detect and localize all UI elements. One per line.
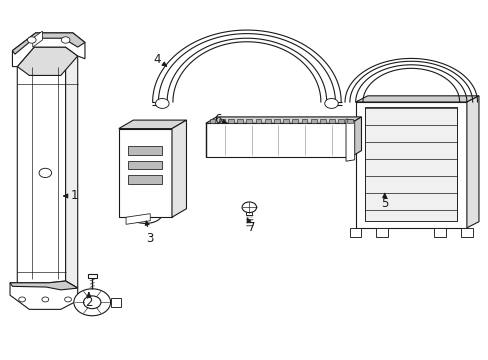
Circle shape bbox=[64, 297, 71, 302]
Polygon shape bbox=[460, 228, 472, 237]
Polygon shape bbox=[237, 119, 243, 123]
Polygon shape bbox=[301, 119, 307, 123]
Text: 7: 7 bbox=[247, 218, 255, 234]
Polygon shape bbox=[350, 117, 361, 157]
Text: 1: 1 bbox=[64, 189, 78, 202]
Polygon shape bbox=[283, 119, 288, 123]
Polygon shape bbox=[347, 119, 352, 123]
Polygon shape bbox=[119, 120, 186, 129]
Polygon shape bbox=[128, 146, 162, 155]
Polygon shape bbox=[255, 119, 261, 123]
Circle shape bbox=[27, 37, 36, 43]
Polygon shape bbox=[205, 123, 350, 157]
Polygon shape bbox=[172, 120, 186, 217]
Circle shape bbox=[155, 99, 169, 108]
Polygon shape bbox=[310, 119, 316, 123]
Polygon shape bbox=[328, 119, 334, 123]
Polygon shape bbox=[88, 274, 96, 278]
Text: 2: 2 bbox=[85, 293, 92, 309]
Polygon shape bbox=[355, 102, 466, 228]
Polygon shape bbox=[33, 31, 42, 47]
Polygon shape bbox=[349, 228, 361, 237]
Polygon shape bbox=[246, 207, 252, 215]
Polygon shape bbox=[110, 298, 121, 306]
Polygon shape bbox=[10, 281, 78, 290]
Polygon shape bbox=[292, 119, 298, 123]
Polygon shape bbox=[128, 175, 162, 184]
Circle shape bbox=[83, 296, 101, 309]
Polygon shape bbox=[365, 107, 456, 221]
Circle shape bbox=[42, 297, 49, 302]
Polygon shape bbox=[346, 119, 354, 161]
Circle shape bbox=[74, 289, 110, 316]
Polygon shape bbox=[227, 119, 233, 123]
Circle shape bbox=[61, 37, 70, 43]
Polygon shape bbox=[126, 214, 150, 224]
Circle shape bbox=[19, 297, 25, 302]
Polygon shape bbox=[12, 33, 85, 67]
Polygon shape bbox=[10, 281, 78, 309]
Polygon shape bbox=[205, 117, 361, 123]
Polygon shape bbox=[219, 119, 224, 123]
Polygon shape bbox=[119, 129, 172, 217]
Polygon shape bbox=[12, 33, 85, 54]
Polygon shape bbox=[273, 119, 279, 123]
Polygon shape bbox=[17, 47, 65, 295]
Text: 5: 5 bbox=[380, 193, 387, 210]
Polygon shape bbox=[65, 47, 78, 288]
Polygon shape bbox=[17, 47, 78, 76]
Polygon shape bbox=[376, 228, 387, 237]
Text: 6: 6 bbox=[214, 113, 226, 126]
Polygon shape bbox=[264, 119, 270, 123]
Polygon shape bbox=[466, 96, 478, 228]
Polygon shape bbox=[434, 228, 445, 237]
Polygon shape bbox=[355, 96, 478, 102]
Circle shape bbox=[324, 99, 338, 108]
Polygon shape bbox=[209, 119, 215, 123]
Polygon shape bbox=[128, 161, 162, 169]
Circle shape bbox=[39, 168, 52, 177]
Circle shape bbox=[242, 202, 256, 213]
Polygon shape bbox=[319, 119, 325, 123]
Polygon shape bbox=[338, 119, 344, 123]
Polygon shape bbox=[246, 119, 252, 123]
Text: 4: 4 bbox=[153, 53, 166, 66]
Text: 3: 3 bbox=[145, 221, 154, 245]
